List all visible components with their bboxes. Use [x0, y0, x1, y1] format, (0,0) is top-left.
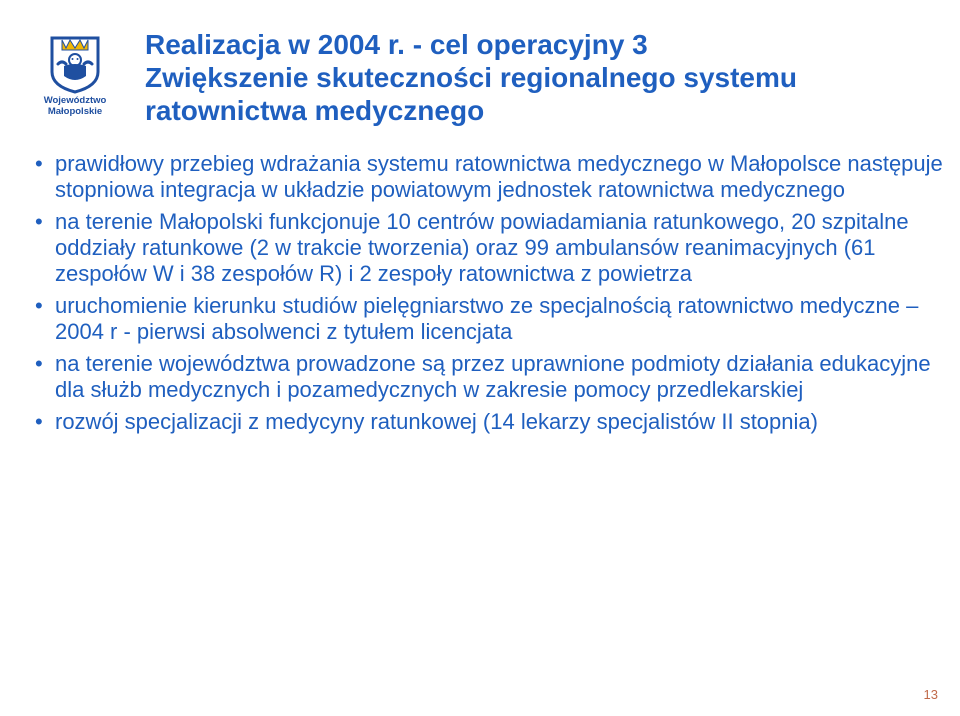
bullet-text: rozwój specjalizacji z medycyny ratunkow…: [55, 409, 818, 434]
bullet-text: prawidłowy przebieg wdrażania systemu ra…: [55, 151, 943, 202]
bullet-text: uruchomienie kierunku studiów pielęgniar…: [55, 293, 918, 344]
logo-caption-line2: Małopolskie: [48, 106, 102, 117]
logo-caption-line1: Województwo: [44, 95, 107, 106]
list-item: prawidłowy przebieg wdrażania systemu ra…: [35, 151, 955, 203]
list-item: na terenie województwa prowadzone są prz…: [35, 351, 955, 403]
slide: Województwo Małopolskie Realizacja w 200…: [0, 0, 960, 716]
title-line2: Zwiększenie skuteczności regionalnego sy…: [145, 62, 797, 126]
page-number: 13: [924, 687, 938, 702]
logo-crest-icon: [44, 32, 106, 94]
logo: Województwo Małopolskie: [30, 32, 120, 118]
slide-title: Realizacja w 2004 r. - cel operacyjny 3 …: [145, 28, 910, 127]
list-item: rozwój specjalizacji z medycyny ratunkow…: [35, 409, 955, 435]
bullet-text: na terenie województwa prowadzone są prz…: [55, 351, 931, 402]
list-item: uruchomienie kierunku studiów pielęgniar…: [35, 293, 955, 345]
bullet-list: prawidłowy przebieg wdrażania systemu ra…: [35, 151, 955, 435]
title-line1: Realizacja w 2004 r. - cel operacyjny 3: [145, 29, 648, 60]
logo-caption: Województwo Małopolskie: [30, 96, 120, 118]
bullet-text: na terenie Małopolski funkcjonuje 10 cen…: [55, 209, 909, 286]
list-item: na terenie Małopolski funkcjonuje 10 cen…: [35, 209, 955, 287]
